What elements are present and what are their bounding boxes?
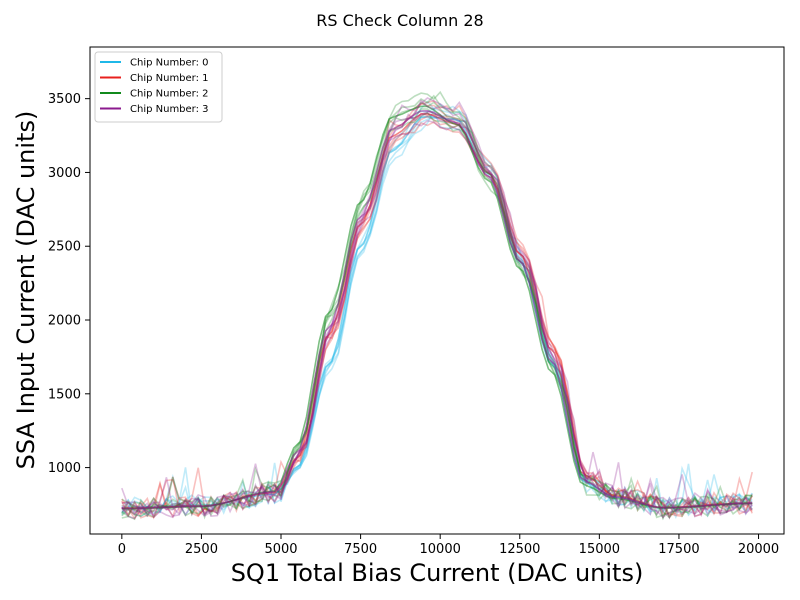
legend-entry: Chip Number: 1 — [130, 73, 209, 84]
x-tick-label: 10000 — [420, 542, 461, 557]
plot-frame — [89, 46, 785, 535]
x-tick-label: 12500 — [499, 542, 540, 557]
y-axis-ticks: 1000 1500 2000 2500 3000 3500 — [48, 92, 90, 476]
series-line-1 — [121, 112, 753, 509]
series-trace — [121, 90, 753, 521]
y-tick-label: 1500 — [48, 387, 81, 402]
series-trace — [121, 111, 753, 520]
legend-box — [94, 51, 223, 123]
series-trace — [121, 100, 753, 518]
legend-entry: Chip Number: 2 — [130, 89, 209, 100]
series-trace — [121, 115, 753, 520]
series-layer — [121, 90, 753, 521]
x-tick-label: 20000 — [738, 542, 779, 557]
series-trace — [121, 107, 753, 517]
series-trace — [121, 99, 753, 520]
series-trace — [121, 97, 753, 518]
series-trace — [121, 100, 753, 518]
x-tick-label: 0 — [118, 542, 126, 557]
legend-entry: Chip Number: 3 — [130, 104, 209, 115]
series-trace — [121, 112, 753, 519]
series-trace — [121, 112, 753, 520]
series-trace — [121, 119, 753, 517]
legend: Chip Number: 0 Chip Number: 1 Chip Number:… — [94, 51, 223, 123]
x-tick-label: 15000 — [579, 542, 620, 557]
series-trace — [121, 94, 753, 518]
series-trace — [121, 111, 753, 520]
y-tick-label: 2000 — [48, 314, 81, 329]
chart-title: RS Check Column 28 — [316, 11, 483, 30]
series-trace — [121, 121, 753, 517]
series-trace — [121, 102, 753, 520]
y-tick-label: 3000 — [48, 166, 81, 181]
y-tick-label: 1000 — [48, 461, 81, 476]
legend-entry: Chip Number: 0 — [130, 58, 209, 69]
x-tick-label: 2500 — [185, 542, 218, 557]
series-trace — [121, 108, 753, 519]
x-axis-ticks: 0 2500 5000 7500 10000 12500 15000 17500 20000 — [118, 534, 779, 557]
y-tick-label: 2500 — [48, 240, 81, 255]
x-axis-label: SQ1 Total Bias Current (DAC units) — [231, 559, 644, 587]
series-line-0 — [121, 115, 753, 509]
plot-area — [89, 46, 785, 535]
series-trace — [121, 113, 753, 521]
x-tick-label: 17500 — [658, 542, 699, 557]
series-trace — [121, 101, 753, 521]
x-tick-label: 5000 — [264, 542, 297, 557]
series-line-3 — [121, 109, 753, 510]
x-tick-label: 7500 — [344, 542, 377, 557]
series-trace — [121, 107, 753, 519]
y-axis-label: SSA Input Current (DAC units) — [12, 111, 40, 470]
series-line-2 — [121, 105, 753, 510]
series-trace — [121, 116, 753, 518]
y-tick-label: 3500 — [48, 92, 81, 107]
